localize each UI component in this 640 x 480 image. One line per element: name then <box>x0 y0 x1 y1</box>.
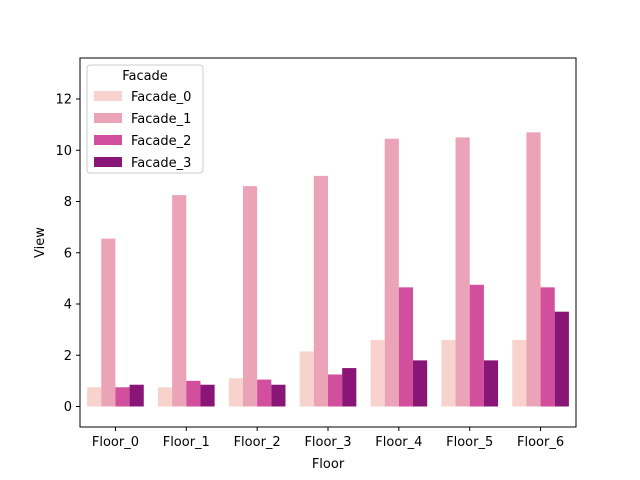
y-tick-label: 4 <box>64 298 72 313</box>
bars-group <box>87 132 569 407</box>
legend-entry-label: Facade_2 <box>131 134 191 149</box>
bar-facade_0-floor_2 <box>228 378 243 407</box>
y-axis-label: View <box>33 227 48 258</box>
legend-swatch <box>94 157 122 167</box>
y-tick-label: 8 <box>64 195 72 210</box>
legend-entry-label: Facade_1 <box>131 112 191 127</box>
x-axis-label: Floor <box>312 457 345 472</box>
bar-facade_2-floor_0 <box>115 387 130 407</box>
x-tick-label: Floor_1 <box>163 435 210 450</box>
y-tick-label: 12 <box>55 93 72 108</box>
bar-facade_2-floor_3 <box>328 374 343 407</box>
bar-facade_2-floor_2 <box>257 379 272 407</box>
bar-facade_0-floor_0 <box>87 387 102 407</box>
bar-facade_1-floor_2 <box>242 186 258 407</box>
bar-facade_1-floor_5 <box>455 137 470 407</box>
x-tick-label: Floor_6 <box>517 435 564 450</box>
y-axis: 0 2 4 6 8 10 12 <box>55 93 80 415</box>
bar-facade_3-floor_6 <box>554 311 569 407</box>
bar-facade_3-floor_3 <box>342 368 357 407</box>
y-tick-label: 2 <box>64 349 72 364</box>
y-tick-label: 0 <box>64 400 72 415</box>
legend-swatch <box>94 135 122 145</box>
y-tick-label: 10 <box>55 144 72 159</box>
legend-swatch <box>94 91 122 101</box>
x-tick-label: Floor_3 <box>304 435 351 450</box>
bar-facade_0-floor_5 <box>441 339 456 407</box>
bar-facade_2-floor_4 <box>398 287 414 407</box>
bar-facade_1-floor_3 <box>313 175 328 407</box>
bar-facade_1-floor_0 <box>101 238 116 407</box>
bar-facade_2-floor_1 <box>186 380 201 407</box>
bar-facade_3-floor_1 <box>200 384 215 407</box>
bar-facade_1-floor_6 <box>526 132 541 407</box>
bar-facade_0-floor_3 <box>299 351 314 407</box>
bar-facade_3-floor_4 <box>413 360 428 407</box>
bar-facade_0-floor_6 <box>512 339 527 407</box>
bar-facade_1-floor_4 <box>384 138 399 407</box>
x-tick-label: Floor_2 <box>234 435 281 450</box>
x-tick-label: Floor_0 <box>92 435 139 450</box>
bar-facade_1-floor_1 <box>172 195 187 407</box>
legend-entry-label: Facade_0 <box>131 90 191 105</box>
x-tick-label: Floor_4 <box>375 435 422 450</box>
y-tick-label: 6 <box>64 246 72 261</box>
bar-facade_2-floor_6 <box>540 287 555 407</box>
x-tick-label: Floor_5 <box>446 435 493 450</box>
legend-swatch <box>94 113 122 123</box>
bar-facade_3-floor_0 <box>129 384 144 407</box>
x-axis: Floor_0 Floor_1 Floor_2 Floor_3 Floor_4 Floor… <box>92 427 564 450</box>
bar-facade_0-floor_4 <box>370 339 385 407</box>
legend: Facade Facade_0 Facade_1 Facade_2 Facade_3 <box>86 64 204 174</box>
legend-entry-label: Facade_3 <box>131 156 191 171</box>
bar-facade_3-floor_2 <box>271 384 286 407</box>
legend-title: Facade <box>122 69 168 84</box>
bar-facade_3-floor_5 <box>483 360 499 407</box>
bar-facade_2-floor_5 <box>469 284 484 407</box>
bar-facade_0-floor_1 <box>157 387 173 407</box>
